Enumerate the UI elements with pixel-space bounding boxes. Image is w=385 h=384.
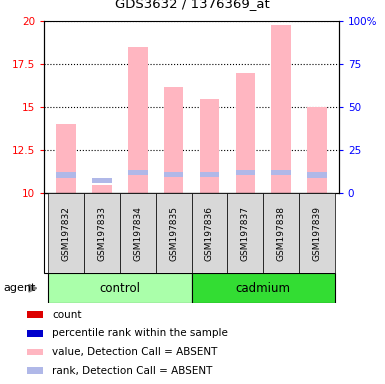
Bar [27, 367, 43, 374]
Bar [192, 193, 228, 273]
Bar [307, 107, 327, 193]
Text: control: control [99, 282, 140, 295]
Bar [271, 25, 291, 193]
Text: value, Detection Call = ABSENT: value, Detection Call = ABSENT [52, 347, 218, 357]
Bar [48, 273, 192, 303]
Text: GSM197832: GSM197832 [61, 206, 70, 261]
Bar [271, 170, 291, 175]
Text: GSM197833: GSM197833 [97, 206, 106, 261]
Text: GDS3632 / 1376369_at: GDS3632 / 1376369_at [115, 0, 270, 10]
Bar [92, 177, 112, 183]
Text: GSM197839: GSM197839 [313, 206, 322, 261]
Text: GSM197837: GSM197837 [241, 206, 250, 261]
Bar [236, 170, 255, 175]
Bar [128, 170, 147, 175]
Bar [199, 172, 219, 177]
Bar [164, 172, 184, 177]
Bar [92, 185, 112, 193]
Bar [56, 124, 76, 193]
Text: GSM197836: GSM197836 [205, 206, 214, 261]
Bar [299, 193, 335, 273]
Bar [27, 311, 43, 318]
Bar [48, 193, 84, 273]
Bar [56, 172, 76, 178]
Text: GSM197838: GSM197838 [277, 206, 286, 261]
Bar [164, 87, 184, 193]
Text: GSM197835: GSM197835 [169, 206, 178, 261]
Bar [236, 73, 255, 193]
Bar [128, 47, 147, 193]
Bar [156, 193, 192, 273]
Bar [307, 172, 327, 178]
Text: agent: agent [4, 283, 36, 293]
Text: percentile rank within the sample: percentile rank within the sample [52, 328, 228, 338]
Bar [199, 99, 219, 193]
Bar [27, 330, 43, 337]
Bar [84, 193, 120, 273]
Bar [120, 193, 156, 273]
Text: cadmium: cadmium [236, 282, 291, 295]
Bar [228, 193, 263, 273]
Bar [263, 193, 299, 273]
Text: rank, Detection Call = ABSENT: rank, Detection Call = ABSENT [52, 366, 213, 376]
Bar [192, 273, 335, 303]
Text: count: count [52, 310, 82, 319]
Bar [27, 349, 43, 356]
Text: GSM197834: GSM197834 [133, 206, 142, 261]
